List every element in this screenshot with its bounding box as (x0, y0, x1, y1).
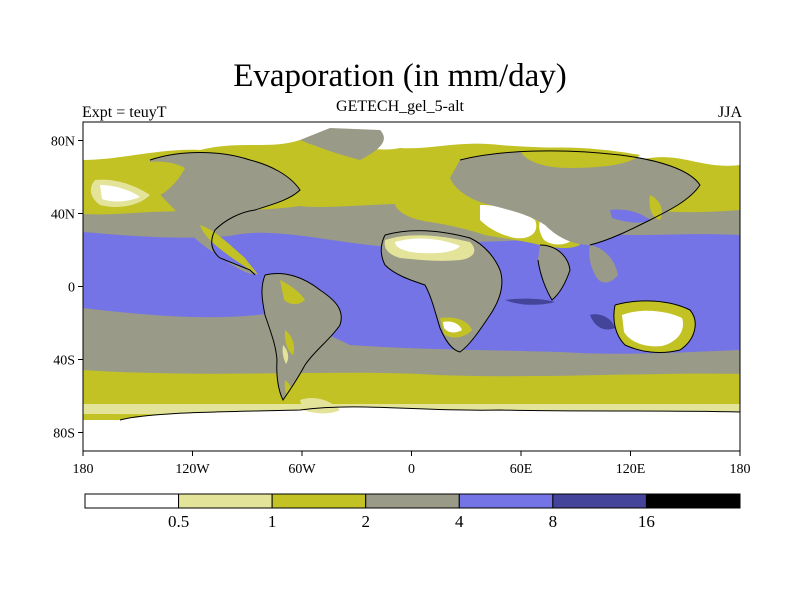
colorbar-swatch (178, 493, 273, 509)
colorbar-swatch (365, 493, 460, 509)
colorbar-swatch (645, 493, 741, 509)
lon-tick-label: 60W (288, 462, 316, 477)
lat-tick-label: 40N (51, 208, 75, 223)
lat-tick-label: 0 (68, 281, 75, 296)
evaporation-field (83, 122, 740, 451)
map-title: Evaporation (in mm/day) (233, 58, 567, 94)
colorbar-level-label: 1 (268, 512, 277, 531)
lon-tick-label: 120W (175, 462, 210, 477)
colorbar-level-label: 8 (549, 512, 558, 531)
lon-tick-label: 180 (73, 462, 94, 477)
colorbar: 0.5 1 2 4 8 16 (84, 493, 741, 531)
colorbar-level-label: 2 (361, 512, 370, 531)
lon-tick-label: 0 (408, 462, 415, 477)
colorbar-swatch (271, 493, 367, 509)
longitude-axis: 180 120W 60W 0 60E 120E 180 (73, 451, 751, 477)
colorbar-level-label: 16 (638, 512, 655, 531)
lat-tick-label: 80N (51, 135, 75, 150)
colorbar-level-label: 0.5 (168, 512, 189, 531)
lon-tick-label: 60E (510, 462, 533, 477)
colorbar-swatch (458, 493, 554, 509)
lon-tick-label: 120E (616, 462, 646, 477)
map-subtitle: GETECH_gel_5-alt (336, 98, 464, 115)
lat-tick-label: 40S (53, 354, 75, 369)
colorbar-swatch (552, 493, 647, 509)
colorbar-level-label: 4 (455, 512, 464, 531)
colorbar-swatch (84, 493, 180, 509)
lat-tick-label: 80S (53, 427, 75, 442)
latitude-axis: 80N 40N 0 40S 80S (51, 135, 83, 442)
lon-tick-label: 180 (730, 462, 751, 477)
season-label: JJA (717, 104, 742, 121)
experiment-label: Expt = teuyT (82, 104, 167, 121)
